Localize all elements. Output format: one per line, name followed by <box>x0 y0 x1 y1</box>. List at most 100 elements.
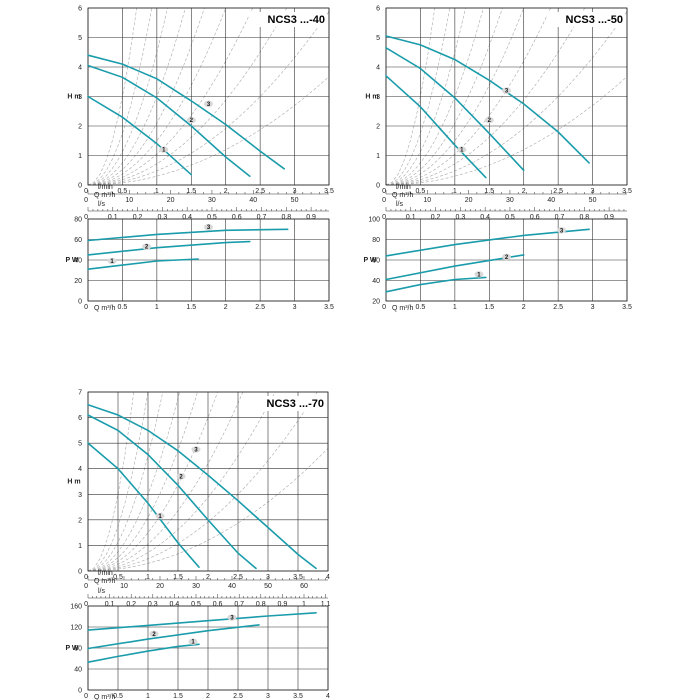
head-xtick-label: 1.5 <box>186 188 196 195</box>
speed-label: 3 <box>230 616 234 622</box>
power-xtick-label: 3.5 <box>622 304 632 311</box>
power-ytick-label: 60 <box>372 258 380 265</box>
system-curve <box>386 8 551 185</box>
power-ytick-label: 100 <box>368 217 380 224</box>
ls-tick-label: 0.2 <box>431 214 441 221</box>
ls-tick-label: 0.5 <box>207 214 217 221</box>
lmin-tick-label: 0 <box>382 197 386 204</box>
lmin-tick-label: 30 <box>192 583 200 590</box>
head-xlabel: Q m³/h <box>94 578 115 585</box>
head-ytick-label: 4 <box>78 466 82 473</box>
lmin-tick-label: 30 <box>506 197 514 204</box>
speed-label: 3 <box>207 102 211 108</box>
ls-label: l/s <box>98 588 106 595</box>
head-ytick-label: 4 <box>376 65 380 72</box>
head-ytick-label: 6 <box>376 6 380 13</box>
system-curve <box>386 8 484 185</box>
chart-title: NCS3 ...-70 <box>267 398 324 410</box>
head-chart-3: 0 1 2 3 4 5 6 7 H m NCS3 ...-70 1 2 30 0.5 1 1.5 2 2.5 3 3.… <box>67 390 330 609</box>
head-frame <box>385 7 628 186</box>
head-curve-speed-1 <box>87 95 193 176</box>
speed-badge <box>142 243 152 250</box>
ls-tick-label: 0.1 <box>406 214 416 221</box>
head-xlabel: Q m³/h <box>392 192 413 199</box>
head-xtick-label: 0 <box>84 574 88 581</box>
speed-label: 2 <box>152 632 156 638</box>
power-ytick-label: 120 <box>70 625 82 632</box>
head-xtick-label: 3.5 <box>622 188 632 195</box>
speed-badge <box>474 271 484 278</box>
head-curve-speed-3 <box>385 35 590 164</box>
ls-tick-label: 0.8 <box>256 601 266 608</box>
system-curve <box>386 11 627 185</box>
power-chart-2: 0 0.5 1 1.5 2 2.5 3 3.5 20 40 60 80 100 P W Q m³/h 1 2 3 <box>363 217 632 313</box>
head-xtick-label: 4 <box>326 574 330 581</box>
lmin-tick-label: 40 <box>547 197 555 204</box>
lmin-tick-label: 0 <box>84 197 88 204</box>
lmin-label: l/min <box>396 184 411 191</box>
speed-label: 1 <box>162 148 166 154</box>
power-ytick-label: 40 <box>74 667 82 674</box>
speed-badge <box>188 638 198 645</box>
power-xtick-label: 0 <box>84 304 88 311</box>
power-xtick-label: 2.5 <box>553 304 563 311</box>
power-frame <box>385 218 628 302</box>
title-bg <box>249 12 327 27</box>
ls-tick-label: 0.3 <box>157 214 167 221</box>
system-curve <box>88 8 168 185</box>
speed-badge <box>149 630 159 638</box>
speed-label: 3 <box>505 89 509 95</box>
power-curve-speed-2 <box>87 240 251 256</box>
power-ytick-label: 80 <box>74 217 82 224</box>
head-xtick-label: 0.5 <box>118 188 128 195</box>
ls-tick-label: 0.9 <box>604 214 614 221</box>
head-xtick-label: 2 <box>224 188 228 195</box>
power-curve-speed-1 <box>87 258 199 270</box>
speed-badge <box>107 257 117 265</box>
speed-badge <box>176 473 186 480</box>
ls-tick-label: 0.2 <box>133 214 143 221</box>
system-curve <box>88 76 329 185</box>
ls-tick-label: 0 <box>382 214 386 221</box>
system-curve <box>386 76 627 185</box>
power-xtick-label: 2 <box>522 304 526 311</box>
power-ytick-label: 20 <box>74 278 82 285</box>
power-frame <box>87 218 330 302</box>
head-xtick-label: 3.5 <box>293 574 303 581</box>
power-ytick-label: 40 <box>74 258 82 265</box>
speed-badge <box>557 227 567 234</box>
speed-label: 1 <box>477 272 481 278</box>
power-curve-speed-1 <box>87 643 200 663</box>
ls-tick-label: 1 <box>302 601 306 608</box>
power-xtick-label: 2 <box>206 693 210 700</box>
lmin-tick-label: 40 <box>228 583 236 590</box>
head-ytick-label: 2 <box>78 124 82 131</box>
system-curve <box>88 392 135 571</box>
speed-badge <box>457 146 467 153</box>
power-xtick-label: 3 <box>266 693 270 700</box>
power-ytick-label: 0 <box>78 299 82 306</box>
power-ylabel: P W <box>363 257 376 264</box>
ls-label: l/s <box>98 201 106 208</box>
power-xtick-label: 0 <box>84 693 88 700</box>
head-ytick-label: 3 <box>376 94 380 101</box>
head-ylabel: H m <box>67 479 80 486</box>
ls-tick-label: 0.5 <box>505 214 515 221</box>
head-ytick-label: 5 <box>78 35 82 42</box>
power-curve-speed-3 <box>87 228 289 242</box>
speed-badge <box>186 116 196 124</box>
speed-label: 2 <box>179 474 183 480</box>
power-ylabel: P W <box>65 257 78 264</box>
head-ylabel: H m <box>365 94 378 101</box>
head-ytick-label: 0 <box>78 183 82 190</box>
ls-tick-label: 0.4 <box>170 601 180 608</box>
head-xtick-label: 2 <box>206 574 210 581</box>
speed-label: 1 <box>191 640 195 646</box>
power-xtick-label: 1 <box>155 304 159 311</box>
ls-tick-label: 0.7 <box>234 601 244 608</box>
system-curve <box>88 8 205 185</box>
speed-badge <box>191 446 201 453</box>
system-curve <box>386 8 503 185</box>
ls-tick-label: 0.8 <box>281 214 291 221</box>
ls-tick-label: 0.3 <box>455 214 465 221</box>
